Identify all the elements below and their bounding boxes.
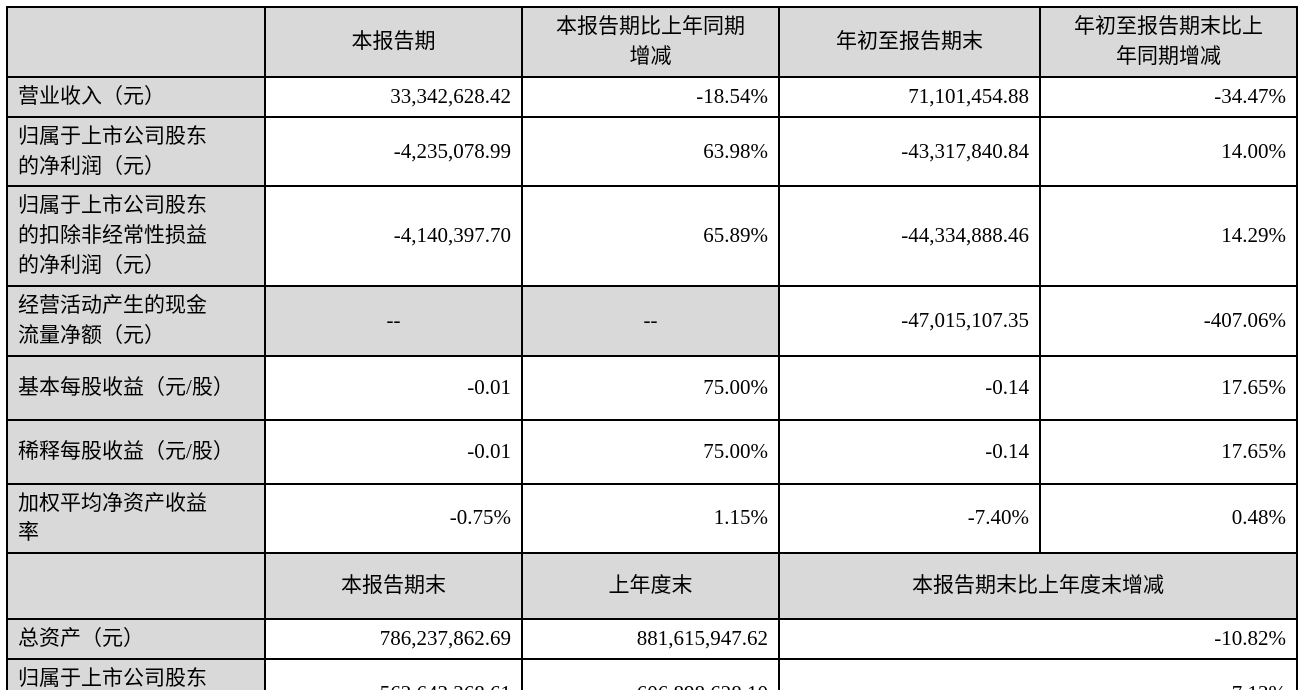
cell-change-vs-prior-year-end: -10.82%	[778, 618, 1298, 660]
cell-end-of-period: 563,643,368.61	[264, 657, 523, 690]
cell-yoy-change: --	[521, 284, 780, 357]
financial-summary-table: 本报告期 本报告期比上年同期增减 年初至报告期末 年初至报告期末比上年同期增减 …	[6, 6, 1298, 690]
row-label: 基本每股收益（元/股）	[6, 354, 266, 421]
cell-ytd: -47,015,107.35	[778, 284, 1041, 357]
row-label: 营业收入（元）	[6, 76, 266, 118]
table-row: 加权平均净资产收益率 -0.75% 1.15% -7.40% 0.48%	[6, 482, 1298, 555]
header-corner-cell	[6, 552, 266, 621]
row-label: 归属于上市公司股东的所有者权益（元）	[6, 657, 266, 690]
cell-current-period: 33,342,628.42	[264, 76, 523, 118]
row-label: 归属于上市公司股东的扣除非经常性损益的净利润（元）	[6, 185, 266, 287]
row-label: 归属于上市公司股东的净利润（元）	[6, 115, 266, 188]
cell-ytd-yoy-change: 14.00%	[1039, 115, 1298, 188]
cell-change-vs-prior-year-end: -7.13%	[778, 657, 1298, 690]
header-end-of-period: 本报告期末	[264, 552, 523, 621]
table-header-row: 本报告期 本报告期比上年同期增减 年初至报告期末 年初至报告期末比上年同期增减	[6, 6, 1298, 78]
cell-ytd-yoy-change: -34.47%	[1039, 76, 1298, 118]
header-ytd: 年初至报告期末	[778, 6, 1041, 78]
table-row: 基本每股收益（元/股） -0.01 75.00% -0.14 17.65%	[6, 354, 1298, 421]
table-row: 归属于上市公司股东的扣除非经常性损益的净利润（元） -4,140,397.70 …	[6, 185, 1298, 287]
cell-yoy-change: 75.00%	[521, 354, 780, 421]
cell-ytd-yoy-change: 14.29%	[1039, 185, 1298, 287]
row-label: 稀释每股收益（元/股）	[6, 418, 266, 485]
cell-current-period: --	[264, 284, 523, 357]
cell-current-period: -0.01	[264, 354, 523, 421]
row-label: 加权平均净资产收益率	[6, 482, 266, 555]
cell-end-of-period: 786,237,862.69	[264, 618, 523, 660]
cell-current-period: -0.75%	[264, 482, 523, 555]
cell-ytd: -0.14	[778, 354, 1041, 421]
cell-ytd-yoy-change: 17.65%	[1039, 418, 1298, 485]
cell-yoy-change: 65.89%	[521, 185, 780, 287]
header-current-period: 本报告期	[264, 6, 523, 78]
cell-ytd-yoy-change: 17.65%	[1039, 354, 1298, 421]
cell-end-of-prior-year: 606,898,628.10	[521, 657, 780, 690]
row-label: 总资产（元）	[6, 618, 266, 660]
cell-current-period: -0.01	[264, 418, 523, 485]
cell-ytd: 71,101,454.88	[778, 76, 1041, 118]
header-yoy-change: 本报告期比上年同期增减	[521, 6, 780, 78]
table-row: 归属于上市公司股东的所有者权益（元） 563,643,368.61 606,89…	[6, 657, 1298, 690]
cell-current-period: -4,235,078.99	[264, 115, 523, 188]
cell-current-period: -4,140,397.70	[264, 185, 523, 287]
header-change-vs-prior-year-end: 本报告期末比上年度末增减	[778, 552, 1298, 621]
cell-ytd: -44,334,888.46	[778, 185, 1041, 287]
row-label: 经营活动产生的现金流量净额（元）	[6, 284, 266, 357]
table-row: 归属于上市公司股东的净利润（元） -4,235,078.99 63.98% -4…	[6, 115, 1298, 188]
header-end-of-prior-year: 上年度末	[521, 552, 780, 621]
cell-end-of-prior-year: 881,615,947.62	[521, 618, 780, 660]
table-row: 营业收入（元） 33,342,628.42 -18.54% 71,101,454…	[6, 76, 1298, 118]
cell-yoy-change: 63.98%	[521, 115, 780, 188]
cell-ytd: -7.40%	[778, 482, 1041, 555]
cell-ytd: -43,317,840.84	[778, 115, 1041, 188]
cell-yoy-change: 75.00%	[521, 418, 780, 485]
cell-ytd-yoy-change: 0.48%	[1039, 482, 1298, 555]
header-ytd-yoy-change: 年初至报告期末比上年同期增减	[1039, 6, 1298, 78]
table-row: 总资产（元） 786,237,862.69 881,615,947.62 -10…	[6, 618, 1298, 660]
table-header-row: 本报告期末 上年度末 本报告期末比上年度末增减	[6, 552, 1298, 621]
cell-ytd-yoy-change: -407.06%	[1039, 284, 1298, 357]
cell-yoy-change: -18.54%	[521, 76, 780, 118]
table-row: 经营活动产生的现金流量净额（元） -- -- -47,015,107.35 -4…	[6, 284, 1298, 357]
cell-ytd: -0.14	[778, 418, 1041, 485]
header-corner-cell	[6, 6, 266, 78]
cell-yoy-change: 1.15%	[521, 482, 780, 555]
table-row: 稀释每股收益（元/股） -0.01 75.00% -0.14 17.65%	[6, 418, 1298, 485]
